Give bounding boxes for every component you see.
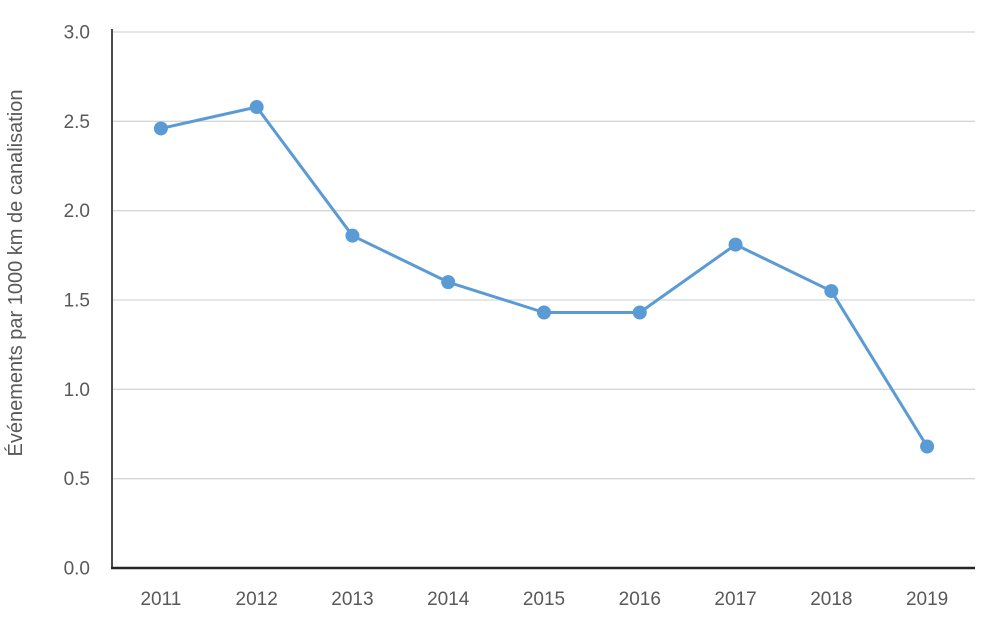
data-point (920, 439, 935, 454)
x-tick-label: 2013 (331, 589, 373, 610)
y-tick-label: 1.0 (64, 380, 90, 401)
data-point (824, 284, 839, 299)
data-point (632, 305, 647, 320)
data-point (728, 237, 743, 252)
x-tick-label: 2011 (140, 589, 181, 610)
y-tick-label: 3.0 (64, 23, 90, 44)
x-tick-label: 2012 (236, 589, 278, 610)
x-tick-label: 2014 (427, 589, 470, 610)
data-point (153, 121, 168, 136)
x-tick-label: 2015 (523, 589, 565, 610)
data-point (249, 100, 264, 115)
y-tick-label: 1.5 (64, 291, 90, 312)
data-point (441, 275, 456, 290)
x-tick-label: 2019 (906, 589, 948, 610)
data-point (537, 305, 551, 320)
x-tick-label: 2016 (619, 589, 661, 610)
x-tick-label: 2018 (810, 589, 852, 610)
y-tick-label: 2.5 (64, 112, 90, 133)
data-point (345, 228, 360, 243)
y-axis-title: Événements par 1000 km de canalisation (4, 90, 27, 457)
x-tick-label: 2017 (714, 589, 756, 610)
y-tick-label: 0.5 (64, 469, 90, 490)
y-tick-label: 2.0 (64, 201, 90, 222)
y-tick-label: 0.0 (64, 559, 90, 580)
data-line (159, 105, 929, 449)
